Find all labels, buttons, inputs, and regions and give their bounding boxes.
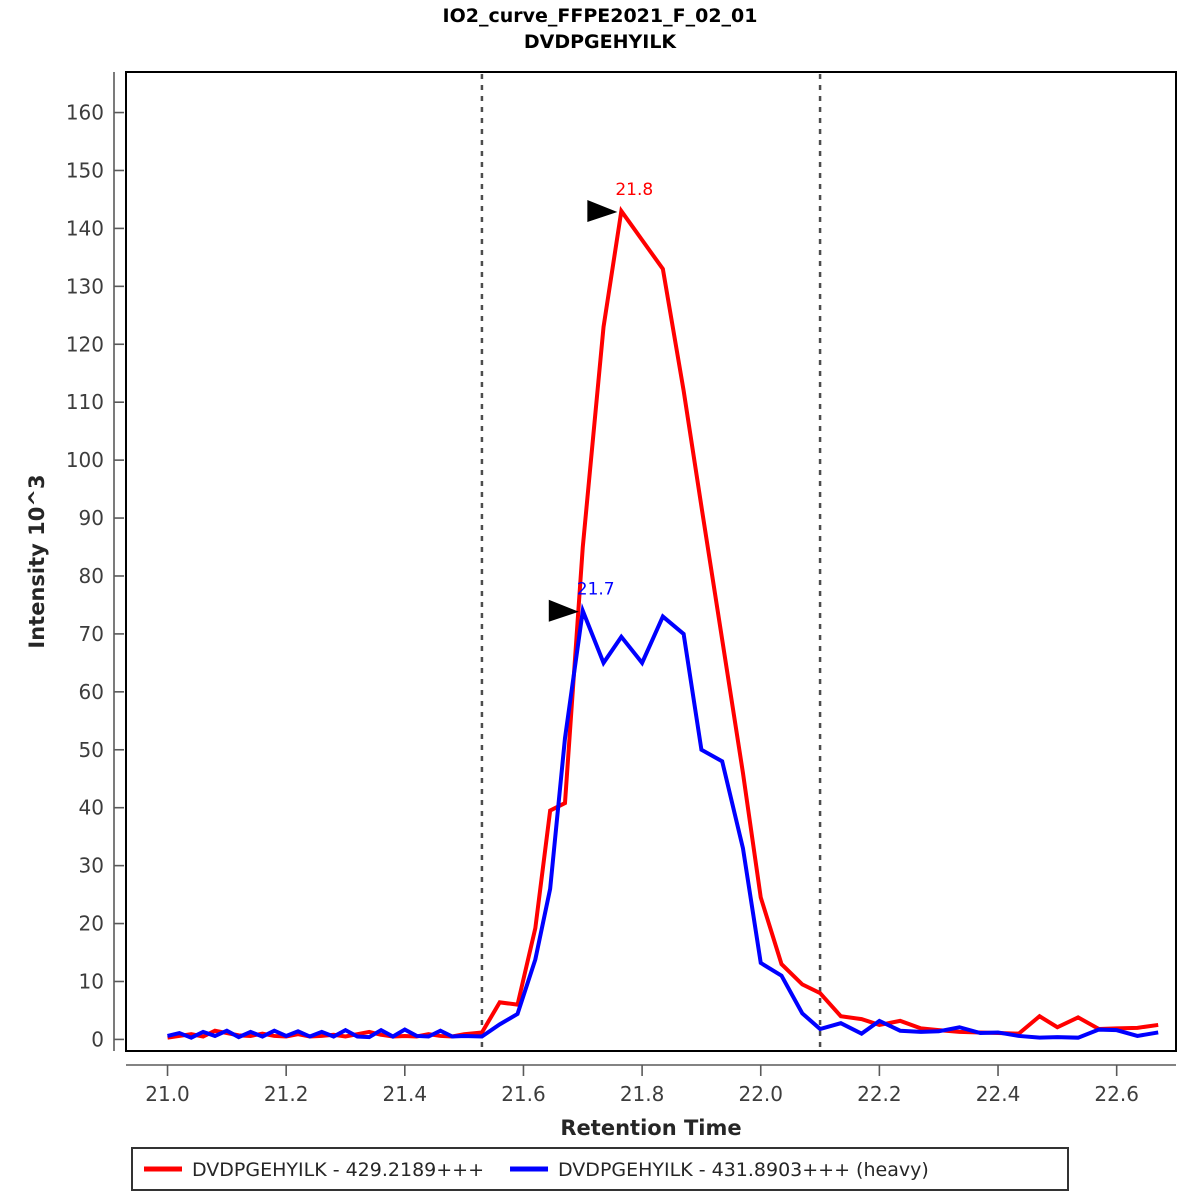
y-tick-label: 30 <box>79 854 104 878</box>
page-subtitle: DVDPGEHYILK <box>524 31 678 53</box>
peak-retention-time-label: 21.8 <box>615 180 653 200</box>
y-tick-label: 70 <box>79 622 104 646</box>
y-tick-label: 140 <box>66 216 104 240</box>
x-tick-label: 22.2 <box>857 1082 902 1106</box>
x-axis-title: Retention Time <box>560 1116 741 1140</box>
y-axis-title: Intensity 10^3 <box>25 474 49 648</box>
page-title: IO2_curve_FFPE2021_F_02_01 <box>443 5 758 27</box>
y-tick-label: 120 <box>66 332 104 356</box>
y-tick-label: 100 <box>66 448 104 472</box>
x-tick-label: 21.0 <box>145 1082 190 1106</box>
y-tick-label: 130 <box>66 274 104 298</box>
x-tick-label: 21.4 <box>383 1082 428 1106</box>
x-tick-label: 21.2 <box>264 1082 309 1106</box>
x-tick-label: 22.4 <box>976 1082 1021 1106</box>
y-tick-label: 90 <box>79 506 104 530</box>
y-tick-label: 50 <box>79 738 104 762</box>
y-tick-label: 60 <box>79 680 104 704</box>
peak-retention-time-label: 21.7 <box>577 580 615 600</box>
series-line <box>167 602 1159 1040</box>
y-tick-label: 0 <box>91 1027 104 1051</box>
x-tick-label: 21.6 <box>501 1082 546 1106</box>
x-tick-label: 22.0 <box>738 1082 783 1106</box>
x-tick-label: 21.8 <box>620 1082 665 1106</box>
y-tick-label: 40 <box>79 796 104 820</box>
y-tick-label: 20 <box>79 912 104 936</box>
plot-area <box>125 71 1177 1052</box>
legend-box <box>131 1147 1069 1191</box>
peak-marker-arrow-icon <box>548 599 579 622</box>
legend-label: DVDPGEHYILK - 431.8903+++ (heavy) <box>558 1159 929 1181</box>
y-tick-label: 150 <box>66 158 104 182</box>
peak-marker-arrow-icon <box>587 200 618 223</box>
legend-label: DVDPGEHYILK - 429.2189+++ <box>192 1159 484 1181</box>
y-tick-label: 10 <box>79 969 104 993</box>
y-tick-label: 160 <box>66 101 104 125</box>
y-tick-label: 110 <box>66 390 104 414</box>
y-tick-label: 80 <box>79 564 104 588</box>
x-tick-label: 22.6 <box>1094 1082 1139 1106</box>
